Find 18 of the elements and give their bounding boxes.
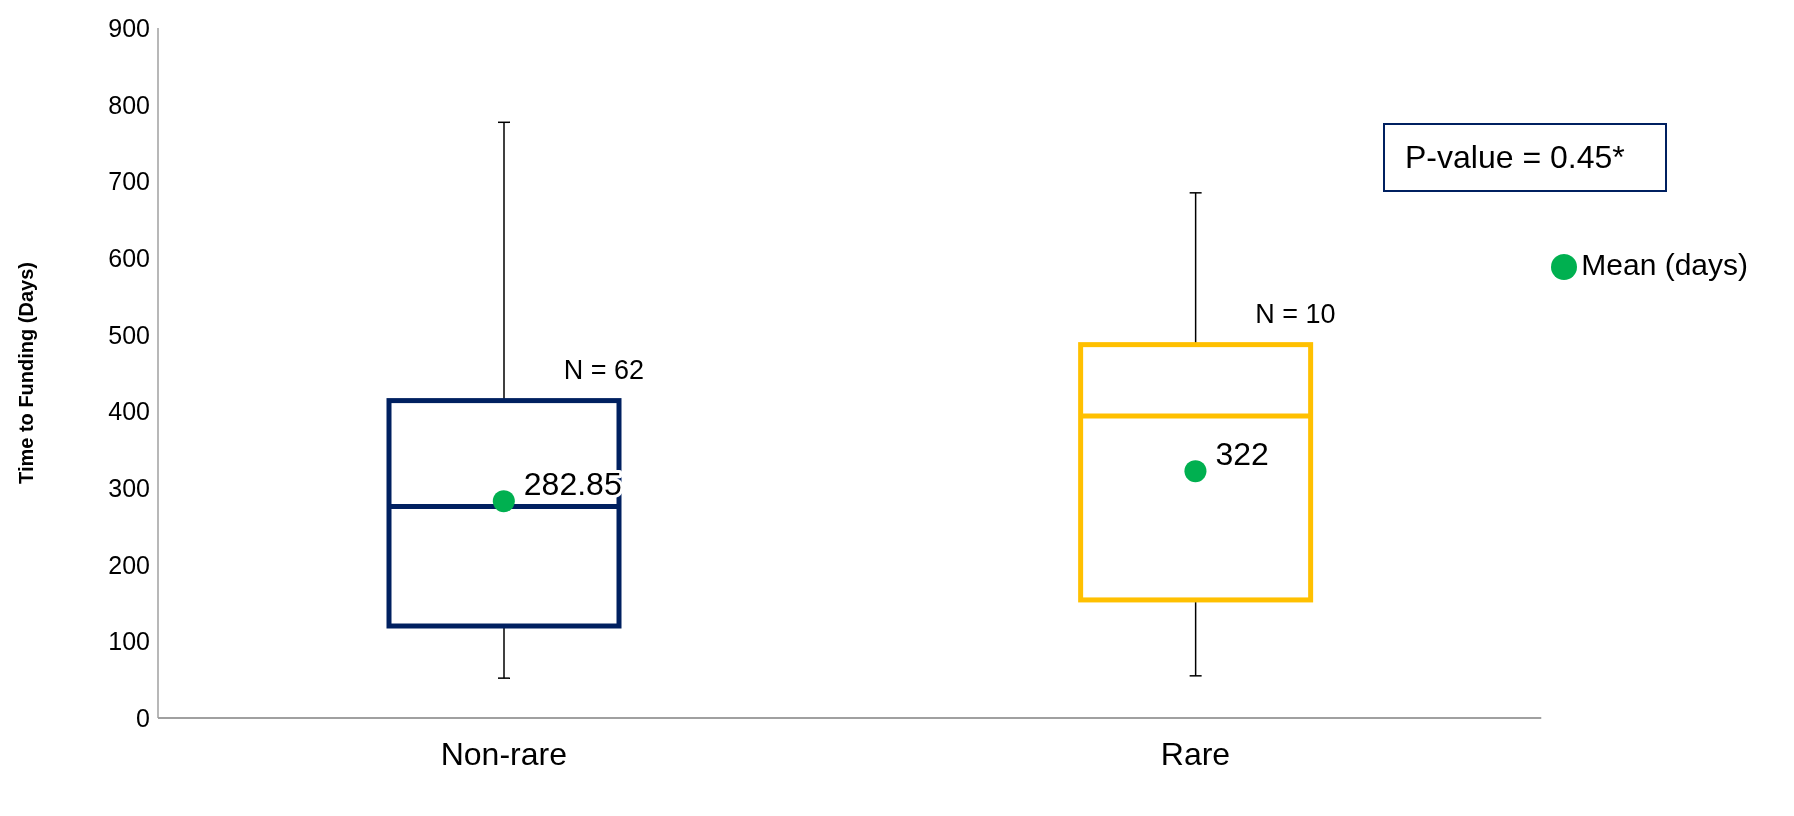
y-tick-label: 300 bbox=[108, 473, 150, 502]
annotation: N = 62 bbox=[563, 354, 644, 385]
y-tick-label: 100 bbox=[108, 627, 150, 656]
y-tick-label: 0 bbox=[136, 703, 150, 732]
x-tick-label: Rare bbox=[1160, 735, 1231, 772]
x-tick-label: Non-rare bbox=[440, 735, 567, 772]
note-frame: P-value = 0.45* bbox=[1383, 123, 1667, 192]
y-axis-title: Time to Funding (Days) bbox=[15, 262, 38, 484]
legend-label: Mean (days) bbox=[1581, 248, 1748, 281]
y-tick-label: 600 bbox=[108, 243, 150, 272]
y-tick-label: 900 bbox=[108, 13, 150, 42]
annotation: N = 10 bbox=[1255, 298, 1336, 329]
y-tick-label: 500 bbox=[108, 320, 150, 349]
y-tick-label: 400 bbox=[108, 397, 150, 426]
y-tick-label: 200 bbox=[108, 550, 150, 579]
y-tick-label: 800 bbox=[108, 90, 150, 119]
y-tick-label: 700 bbox=[108, 167, 150, 196]
data-label: 322 bbox=[1215, 436, 1269, 473]
